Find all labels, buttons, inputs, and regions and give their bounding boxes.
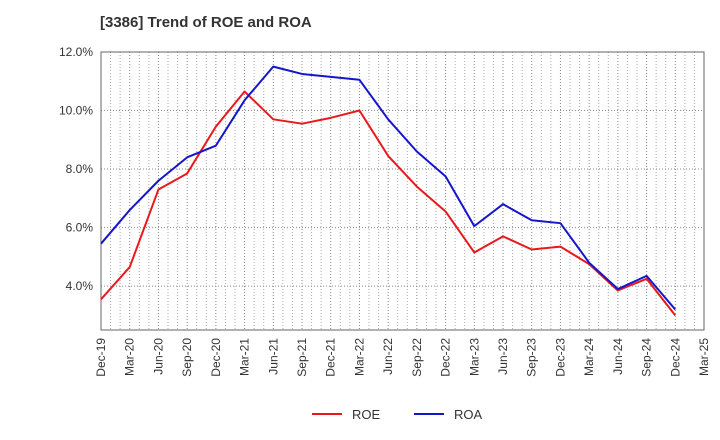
legend-label-roa: ROA [454, 407, 483, 422]
series-line-roa [100, 65, 677, 311]
x-tick-label: Mar-20 [123, 338, 137, 376]
x-tick-label: Sep-21 [295, 338, 309, 377]
x-tick-label: Mar-23 [467, 338, 481, 376]
x-tick-label: Sep-22 [410, 338, 424, 377]
plot-area [101, 52, 704, 330]
x-tick-label: Jun-23 [496, 338, 510, 375]
legend-label-roe: ROE [352, 407, 381, 422]
x-tick-label: Mar-21 [238, 338, 252, 376]
x-tick-label: Jun-24 [611, 338, 625, 375]
x-tick-label: Dec-21 [324, 338, 338, 377]
plot-border [100, 51, 705, 331]
x-tick-label: Jun-20 [151, 338, 165, 375]
x-tick-label: Dec-24 [668, 338, 682, 377]
y-tick-label: 4.0% [66, 279, 94, 293]
x-tick-label: Dec-23 [553, 338, 567, 377]
x-tick-label: Dec-22 [439, 338, 453, 377]
x-tick-label: Mar-22 [352, 338, 366, 376]
x-tick-label: Mar-24 [582, 338, 596, 376]
y-tick-label: 10.0% [59, 104, 93, 118]
y-tick-label: 6.0% [66, 221, 94, 235]
x-tick-label: Jun-22 [381, 338, 395, 375]
x-tick-label: Sep-24 [640, 338, 654, 377]
x-tick-label: Jun-21 [266, 338, 280, 375]
series-line-roe [100, 90, 677, 316]
x-tick-label: Mar-25 [697, 338, 711, 376]
y-tick-label: 12.0% [59, 45, 93, 59]
x-tick-label: Sep-20 [180, 338, 194, 377]
x-tick-label: Dec-19 [94, 338, 108, 377]
x-tick-label: Dec-20 [209, 338, 223, 377]
chart-title: [3386] Trend of ROE and ROA [100, 14, 312, 31]
y-tick-label: 8.0% [66, 162, 94, 176]
x-tick-label: Sep-23 [525, 338, 539, 377]
